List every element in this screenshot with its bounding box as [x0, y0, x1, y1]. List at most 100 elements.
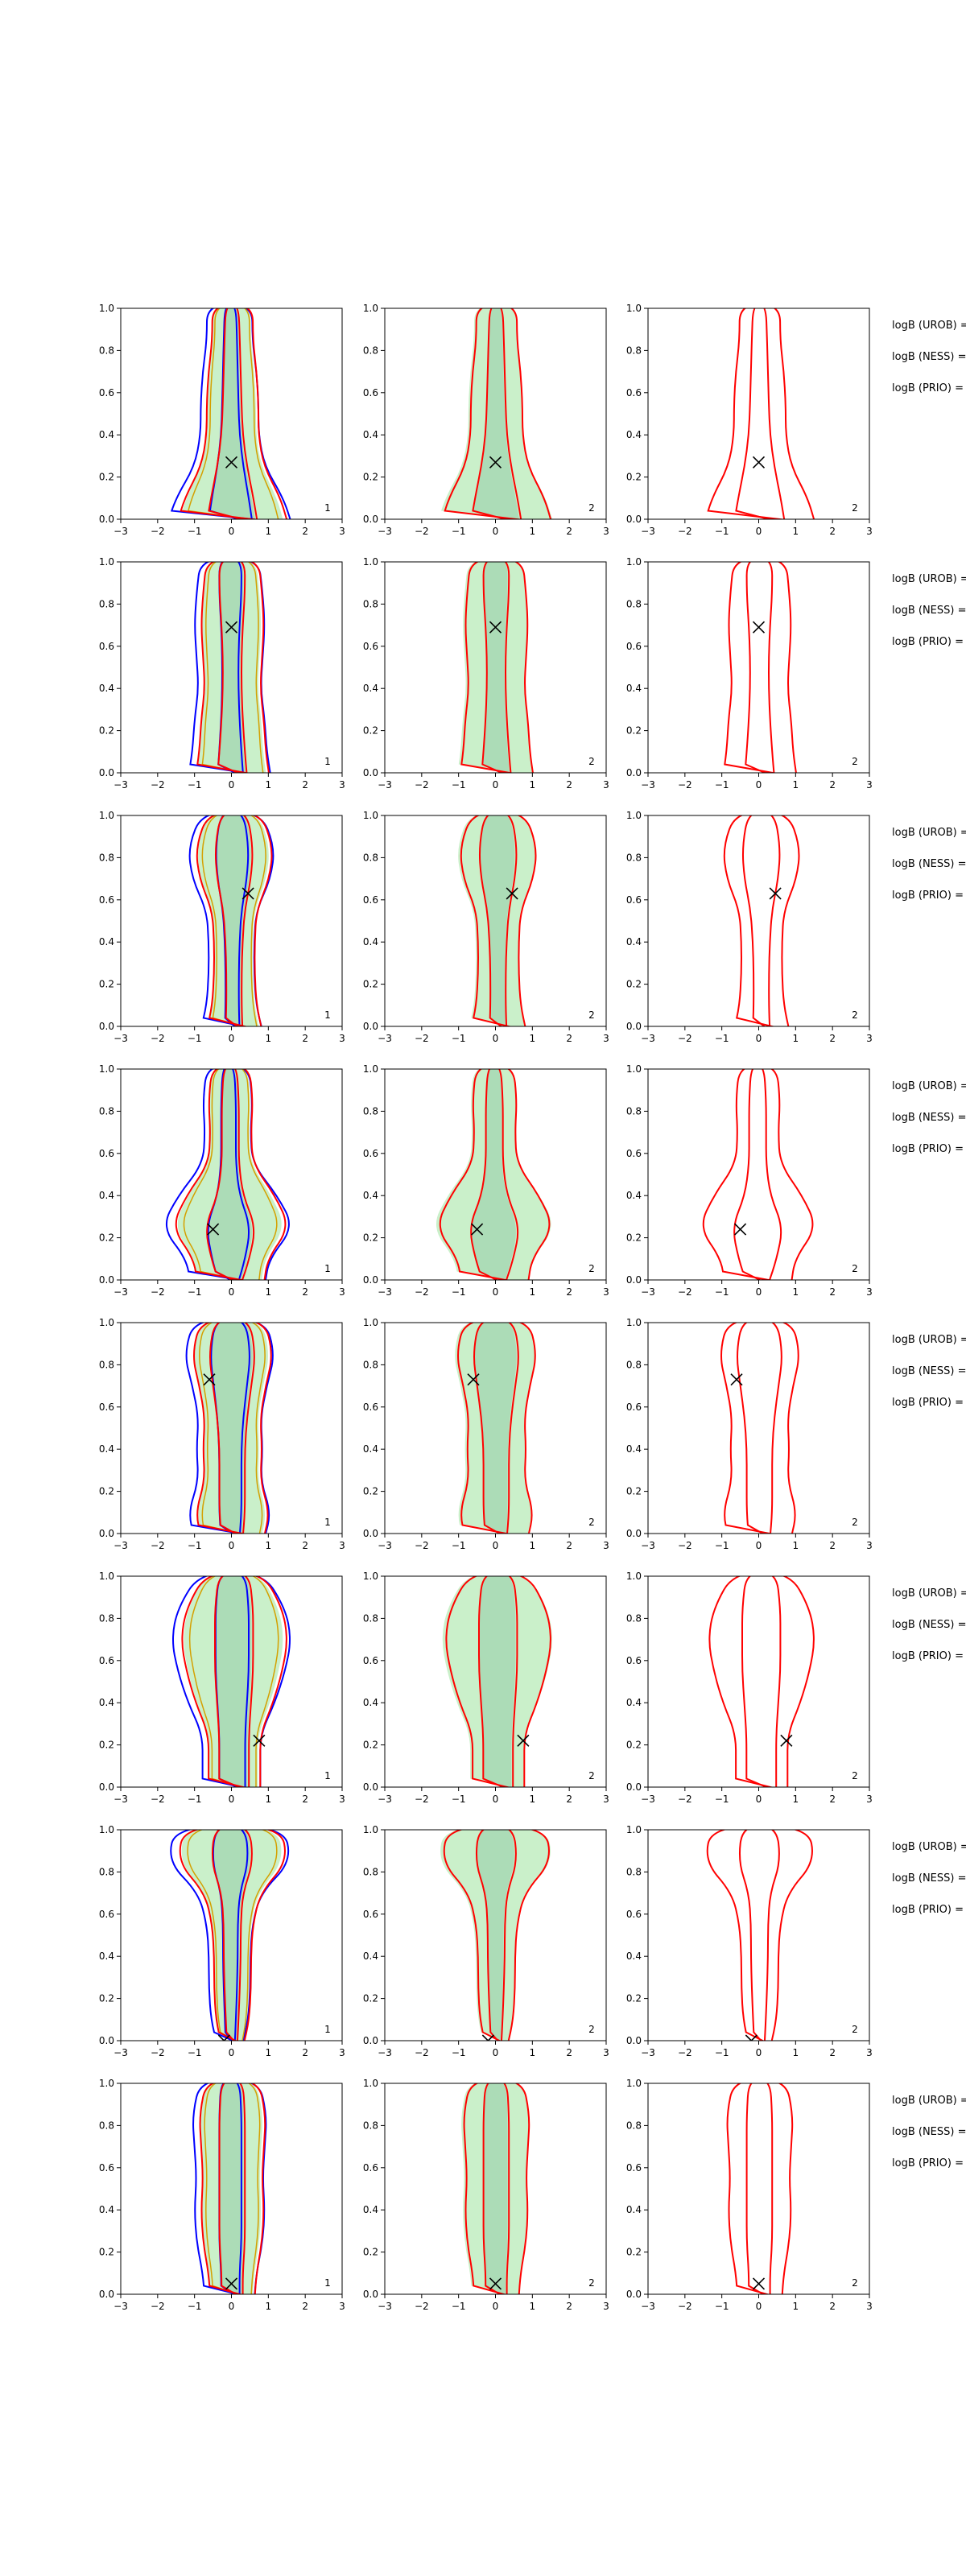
- x-tick-label: 2: [302, 1794, 308, 1805]
- x-tick-label: −3: [641, 1286, 655, 1298]
- x-tick-label: 1: [793, 526, 799, 537]
- x-tick-label: 1: [266, 2301, 272, 2312]
- ness-inner-contour: [475, 1830, 517, 2041]
- panel-r4-c3: −3 −2 −1 0 1 2 3 0.0 0.2 0.4 0.6 0.8 1.0 2: [626, 1063, 873, 1298]
- urob-outer-contour: [165, 1069, 290, 1280]
- y-tick-label: 0.4: [363, 1697, 378, 1708]
- y-tick-label: 1.0: [626, 1317, 642, 1328]
- ness-outer-contour: [181, 1576, 287, 1787]
- x-tick-label: −3: [641, 1033, 655, 1044]
- panel-r2-c1: −3 −2 −1 0 1 2 3 0.0 0.2 0.4 0.6 0.8 1.0 1: [99, 556, 345, 791]
- y-tick-label: 0.6: [99, 2162, 114, 2174]
- logB-label: logB (NESS) =: [892, 605, 966, 617]
- x-tick-label: 3: [603, 2047, 609, 2058]
- x-tick-label: 3: [603, 1540, 609, 1551]
- logB-legend: logB (UROB) = logB (NESS) = logB (PRIO) =: [892, 1334, 966, 1409]
- x-tick-label: 1: [530, 2047, 536, 2058]
- x-tick-label: −2: [151, 526, 165, 537]
- panel-index-label: 2: [588, 1009, 595, 1021]
- ness-inner-contour: [482, 2083, 510, 2294]
- density-outer-shade: [177, 1069, 282, 1280]
- y-tick-label: 0.2: [363, 1232, 378, 1244]
- y-tick-label: 0.4: [99, 683, 114, 694]
- y-tick-label: 0.4: [99, 1190, 114, 1201]
- x-tick-label: 2: [829, 1540, 836, 1551]
- axes-frame: [647, 2083, 870, 2295]
- y-tick-label: 1.0: [99, 1824, 114, 1835]
- x-tick-label: −3: [641, 1540, 655, 1551]
- y-tick-label: 0.0: [626, 2289, 642, 2300]
- logB-legend: logB (UROB) = logB (NESS) = logB (PRIO) =: [892, 827, 966, 902]
- panel-index-label: 2: [588, 502, 595, 514]
- y-tick-label: 0.8: [99, 1866, 114, 1877]
- density-inner-shade: [477, 1830, 514, 2041]
- x-tick-label: 1: [793, 1286, 799, 1298]
- ness-outer-contour: [463, 2083, 530, 2294]
- true-value-marker: [489, 621, 502, 634]
- x-tick-label: 1: [530, 526, 536, 537]
- x-tick-label: 2: [566, 779, 572, 791]
- logB-label: logB (NESS) =: [892, 858, 966, 870]
- x-tick-label: 0: [229, 1794, 235, 1805]
- x-tick-label: −1: [188, 1540, 202, 1551]
- x-tick-label: 1: [530, 1540, 536, 1551]
- y-tick-label: 0.2: [363, 472, 378, 483]
- axes-frame: [647, 815, 870, 1027]
- x-tick-label: 0: [756, 2301, 762, 2312]
- x-tick-label: 2: [302, 2301, 308, 2312]
- x-tick-label: 3: [866, 1794, 873, 1805]
- ness-inner-contour: [738, 1830, 780, 2041]
- axes-frame: [647, 561, 870, 774]
- x-tick-label: −1: [715, 779, 729, 791]
- ness-outer-contour: [193, 1323, 272, 1534]
- logB-label: logB (UROB) =: [892, 2095, 966, 2107]
- ness-inner-contour: [211, 1830, 253, 2041]
- x-tick-label: −1: [188, 1286, 202, 1298]
- logB-label: logB (NESS) =: [892, 1365, 966, 1377]
- x-tick-label: 3: [603, 779, 609, 791]
- panel-index-label: 1: [324, 1517, 331, 1528]
- x-tick-label: 1: [793, 1794, 799, 1805]
- y-tick-label: 0.6: [99, 1909, 114, 1920]
- x-tick-label: 0: [229, 2301, 235, 2312]
- y-tick-label: 0.2: [626, 1486, 642, 1497]
- x-tick-label: 2: [829, 2301, 836, 2312]
- y-tick-label: 0.2: [99, 1232, 114, 1244]
- x-tick-label: 0: [493, 1540, 499, 1551]
- panel-r8-c2: −3 −2 −1 0 1 2 3 0.0 0.2 0.4 0.6 0.8 1.0 2: [363, 2078, 609, 2312]
- y-tick-label: 0.8: [626, 1612, 642, 1624]
- panel-index-label: 1: [324, 502, 331, 514]
- true-value-marker: [242, 887, 254, 900]
- axes-frame: [647, 1322, 870, 1534]
- x-tick-label: −1: [715, 2301, 729, 2312]
- y-tick-label: 0.0: [626, 1781, 642, 1793]
- axes-frame: [647, 1068, 870, 1281]
- ness-inner-contour: [214, 815, 254, 1026]
- panel-index-label: 2: [852, 1770, 858, 1781]
- y-tick-label: 0.4: [363, 429, 378, 440]
- x-tick-label: −3: [378, 526, 392, 537]
- x-tick-label: −3: [641, 1794, 655, 1805]
- y-tick-label: 1.0: [363, 303, 378, 314]
- y-tick-label: 0.2: [626, 725, 642, 737]
- y-tick-label: 0.6: [99, 387, 114, 398]
- x-tick-label: 0: [493, 2047, 499, 2058]
- x-tick-label: 1: [530, 1794, 536, 1805]
- ness-inner-contour: [737, 1323, 782, 1534]
- x-tick-label: 1: [793, 2301, 799, 2312]
- ness-inner-contour: [208, 308, 258, 519]
- panel-r1-c2: −3 −2 −1 0 1 2 3 0.0 0.2 0.4 0.6 0.8 1.0 2: [363, 303, 609, 537]
- ness-inner-contour: [209, 1323, 255, 1534]
- ness-outer-contour: [460, 815, 537, 1026]
- ness-inner-contour: [741, 815, 781, 1026]
- logB-legend: logB (UROB) = logB (NESS) = logB (PRIO) =: [892, 320, 966, 394]
- ness-inner-contour: [218, 2083, 246, 2294]
- ness-outer-contour: [708, 1576, 815, 1787]
- ness-inner-contour: [214, 1576, 254, 1787]
- x-tick-label: −3: [378, 1794, 392, 1805]
- x-tick-label: −1: [452, 526, 466, 537]
- y-tick-label: 0.4: [363, 1443, 378, 1455]
- prior-contour: [204, 2083, 261, 2294]
- x-tick-label: 1: [793, 1033, 799, 1044]
- true-value-marker: [769, 887, 782, 900]
